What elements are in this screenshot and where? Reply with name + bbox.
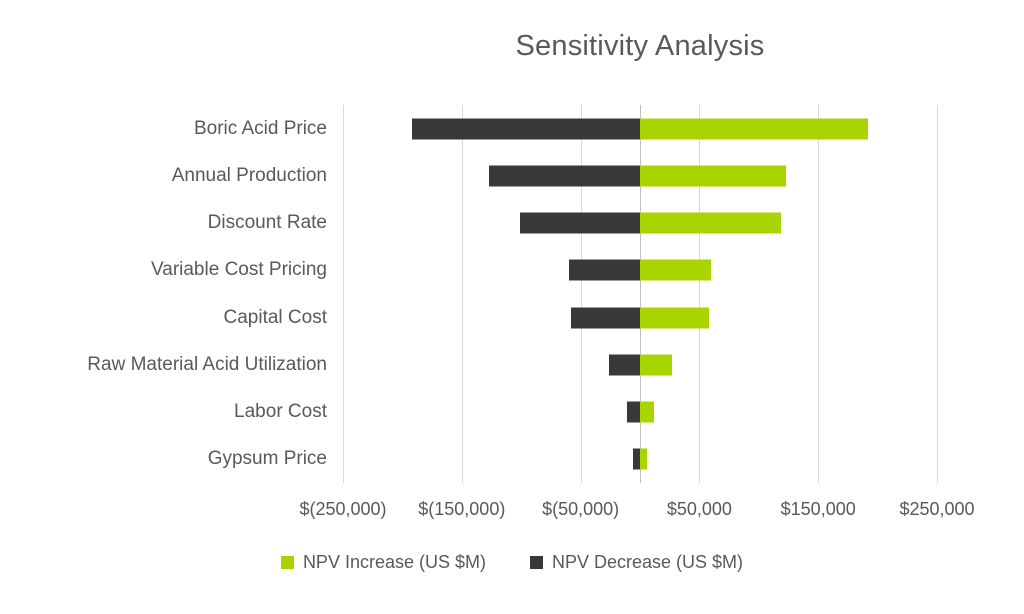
category-axis-labels: Boric Acid Price Annual Production Discoun… [0, 105, 343, 483]
zero-axis-line [640, 105, 641, 483]
bar-npv-increase [640, 448, 648, 470]
bar-row [343, 389, 937, 436]
value-axis-labels: $(250,000) $(150,000) $(50,000) $50,000 $150… [299, 499, 974, 523]
gridline [343, 105, 344, 483]
gridline [937, 105, 938, 483]
bar-npv-decrease [568, 259, 640, 281]
legend-label: NPV Increase (US $M) [302, 552, 486, 572]
category-label: Annual Production [171, 164, 327, 186]
legend-swatch-icon [530, 556, 543, 569]
category-label: Labor Cost [234, 401, 327, 423]
bar-row [343, 152, 937, 199]
bar-npv-decrease [571, 307, 640, 329]
category-label: Gypsum Price [207, 448, 327, 470]
bar-npv-increase [640, 212, 782, 234]
bar-row [343, 294, 937, 341]
category-label: Discount Rate [207, 212, 327, 234]
bar-npv-decrease [520, 212, 640, 234]
chart-title: Sensitivity Analysis [515, 30, 765, 62]
x-tick-label: $(50,000) [542, 499, 620, 519]
legend-label: NPV Decrease (US $M) [552, 552, 744, 572]
category-label: Capital Cost [223, 306, 328, 328]
x-tick-label: $(250,000) [299, 499, 387, 519]
category-label: Raw Material Acid Utilization [87, 353, 327, 375]
bar-npv-decrease [411, 118, 640, 140]
bar-npv-increase [640, 401, 655, 423]
bar-npv-increase [640, 259, 712, 281]
bar-npv-increase [640, 307, 709, 329]
bar-row [343, 247, 937, 294]
bar-row [343, 105, 937, 152]
x-tick-label: $150,000 [780, 499, 856, 519]
gridline [818, 105, 820, 483]
gridline [699, 105, 701, 483]
gridline [580, 105, 582, 483]
bar-row [343, 436, 937, 483]
plot-area [343, 105, 938, 483]
legend-item: NPV Decrease (US $M) [530, 552, 743, 573]
bar-npv-decrease [489, 165, 640, 187]
bar-npv-decrease [626, 401, 640, 423]
bar-row [343, 200, 937, 247]
x-tick-label: $(150,000) [418, 499, 506, 519]
x-tick-label: $50,000 [666, 499, 732, 519]
bar-row [343, 341, 937, 388]
category-label: Variable Cost Pricing [150, 259, 327, 281]
gridline [461, 105, 463, 483]
legend-item: NPV Increase (US $M) [280, 552, 486, 573]
bar-npv-increase [640, 354, 673, 376]
bar-npv-increase [640, 165, 787, 187]
bar-npv-increase [640, 118, 869, 140]
chart-legend: NPV Increase (US $M) NPV Decrease (US $M) [0, 552, 1024, 573]
bar-npv-decrease [609, 354, 640, 376]
legend-swatch-icon [280, 556, 294, 569]
x-tick-label: $250,000 [899, 499, 975, 519]
bar-npv-decrease [632, 448, 640, 470]
category-label: Boric Acid Price [193, 117, 327, 139]
